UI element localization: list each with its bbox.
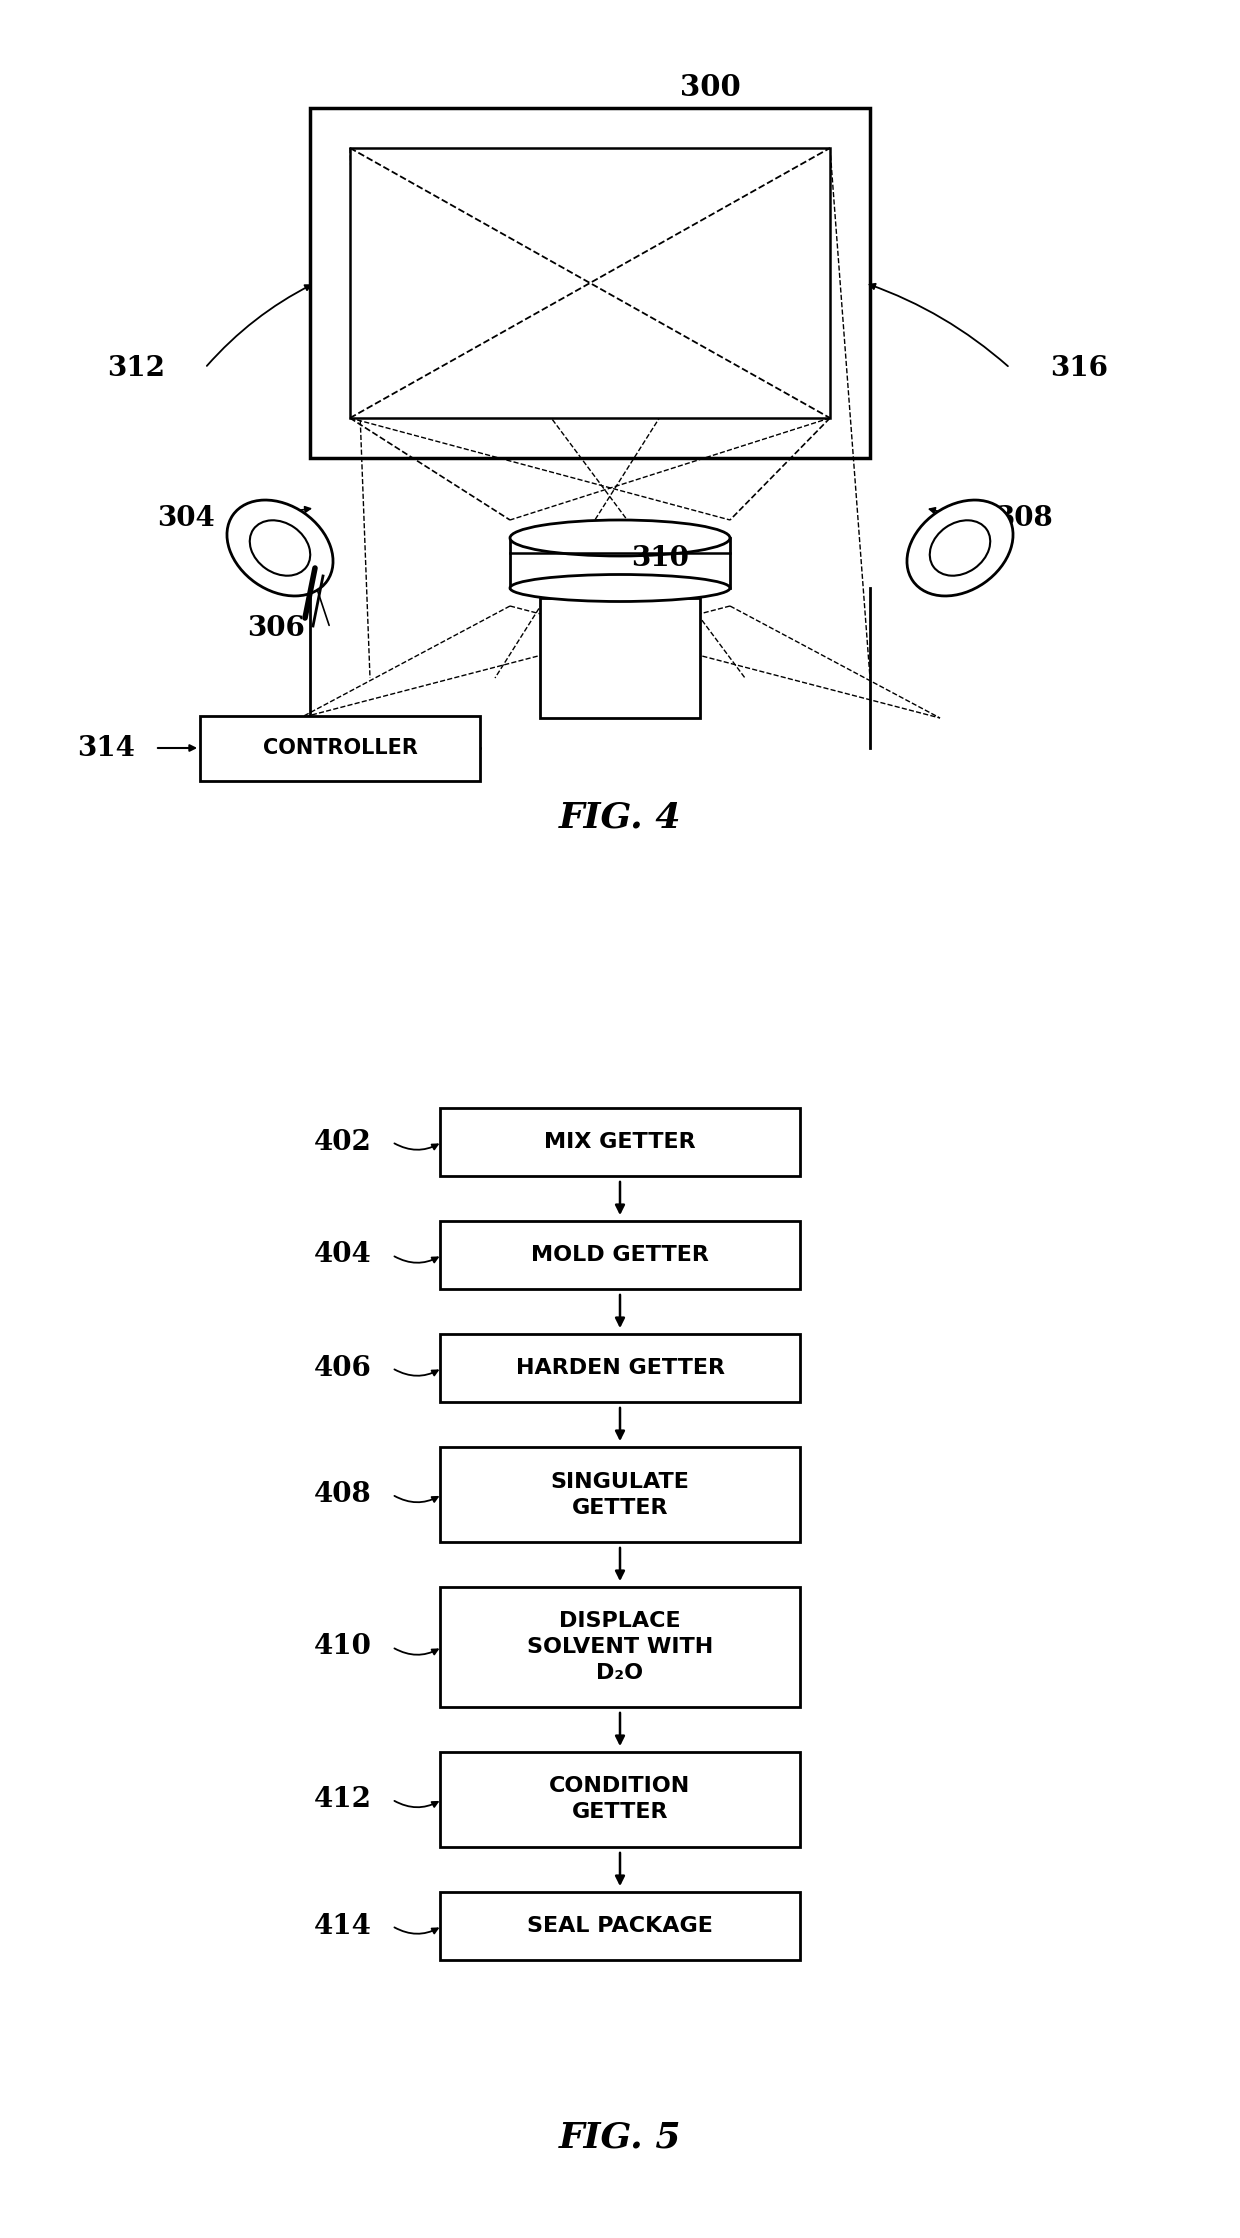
Text: 312: 312 xyxy=(107,354,165,380)
Ellipse shape xyxy=(227,499,334,595)
Text: 410: 410 xyxy=(314,1634,372,1661)
Text: 402: 402 xyxy=(314,1128,372,1155)
Ellipse shape xyxy=(510,519,730,555)
Text: 304: 304 xyxy=(157,504,215,530)
Bar xyxy=(440,1334,800,1401)
Text: GETTER: GETTER xyxy=(572,1802,668,1822)
Text: 406: 406 xyxy=(314,1354,372,1381)
Text: FIG. 5: FIG. 5 xyxy=(559,2122,681,2155)
Text: 306: 306 xyxy=(247,615,305,642)
Text: 414: 414 xyxy=(314,1913,372,1940)
Text: 316: 316 xyxy=(1050,354,1109,380)
Text: 408: 408 xyxy=(314,1482,372,1508)
Bar xyxy=(440,1587,800,1708)
Text: 308: 308 xyxy=(994,504,1053,530)
Text: CONDITION: CONDITION xyxy=(549,1777,691,1797)
Text: SEAL PACKAGE: SEAL PACKAGE xyxy=(527,1916,713,1936)
Text: SINGULATE: SINGULATE xyxy=(551,1473,689,1491)
Ellipse shape xyxy=(249,519,310,575)
Text: 300: 300 xyxy=(680,74,740,103)
Ellipse shape xyxy=(906,499,1013,595)
Bar xyxy=(350,148,830,419)
Bar xyxy=(440,1108,800,1175)
Bar xyxy=(440,1222,800,1289)
Text: FIG. 4: FIG. 4 xyxy=(559,801,681,835)
Bar xyxy=(200,716,480,781)
Bar xyxy=(440,1752,800,1846)
Bar xyxy=(539,598,701,718)
Text: 310: 310 xyxy=(631,544,689,571)
Text: SOLVENT WITH: SOLVENT WITH xyxy=(527,1636,713,1656)
Bar xyxy=(440,1448,800,1542)
Ellipse shape xyxy=(930,519,991,575)
Text: 412: 412 xyxy=(314,1786,372,1813)
Text: MIX GETTER: MIX GETTER xyxy=(544,1132,696,1153)
Text: D₂O: D₂O xyxy=(596,1663,644,1683)
Text: 302: 302 xyxy=(631,694,689,721)
Text: GETTER: GETTER xyxy=(572,1497,668,1517)
Ellipse shape xyxy=(510,575,730,602)
Text: 404: 404 xyxy=(314,1242,372,1269)
Text: HARDEN GETTER: HARDEN GETTER xyxy=(516,1358,724,1379)
Text: CONTROLLER: CONTROLLER xyxy=(263,739,418,759)
Text: MOLD GETTER: MOLD GETTER xyxy=(531,1244,709,1264)
Bar xyxy=(440,1891,800,1960)
Text: DISPLACE: DISPLACE xyxy=(559,1611,681,1632)
Bar xyxy=(310,107,870,459)
Text: 314: 314 xyxy=(77,734,135,761)
Bar xyxy=(510,537,730,589)
